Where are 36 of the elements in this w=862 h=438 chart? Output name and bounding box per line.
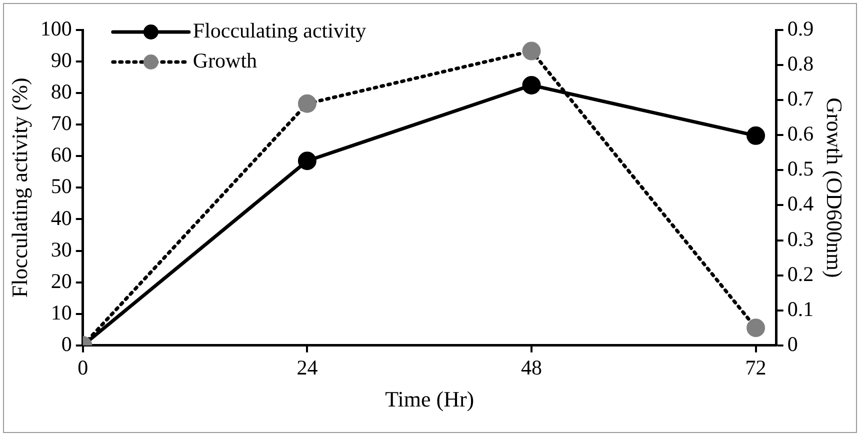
point	[522, 42, 541, 60]
x-tick-label: 48	[520, 356, 542, 380]
y-tick-label: 20	[50, 268, 72, 293]
point	[522, 76, 541, 94]
y2-tick-label: 0.5	[787, 156, 814, 181]
x-axis-title: Time (Hr)	[385, 386, 474, 412]
legend-label: Flocculating activity	[192, 18, 367, 43]
y-tick-label: 0	[61, 332, 72, 356]
y2-tick-label: 0.3	[787, 226, 814, 251]
y2-tick-label: 0	[787, 332, 798, 356]
x-tick-label: 24	[296, 356, 318, 380]
y-tick-label: 100	[40, 16, 72, 41]
x-tick-label: 0	[78, 356, 88, 380]
y-tick-label: 60	[50, 142, 72, 167]
point	[746, 126, 766, 145]
y-tick-label: 30	[50, 237, 72, 262]
y-axis-title: Flocculating activity (%)	[6, 78, 32, 298]
y-tick-label: 40	[50, 206, 72, 230]
point	[298, 152, 316, 170]
point	[298, 94, 316, 113]
y-tick-label: 80	[50, 80, 72, 104]
legend-label: Growth	[192, 48, 258, 73]
y2-tick-label: 0.1	[787, 296, 814, 321]
y2-tick-label: 0.9	[787, 16, 814, 41]
y-tick-label: 70	[50, 111, 72, 136]
y-tick-label: 90	[50, 48, 72, 72]
y2-tick-label: 0.8	[787, 52, 814, 76]
y-tick-label: 10	[50, 300, 72, 324]
y2-tick-label: 0.7	[787, 86, 814, 111]
y2-tick-label: 0.4	[787, 192, 814, 216]
y2-axis-title: Growth (OD600nm)	[822, 98, 848, 278]
y2-tick-label: 0.2	[787, 262, 814, 286]
y-tick-label: 50	[50, 174, 72, 198]
point	[746, 318, 766, 338]
y2-tick-label: 0.6	[787, 122, 814, 146]
x-tick-label: 72	[745, 356, 766, 380]
